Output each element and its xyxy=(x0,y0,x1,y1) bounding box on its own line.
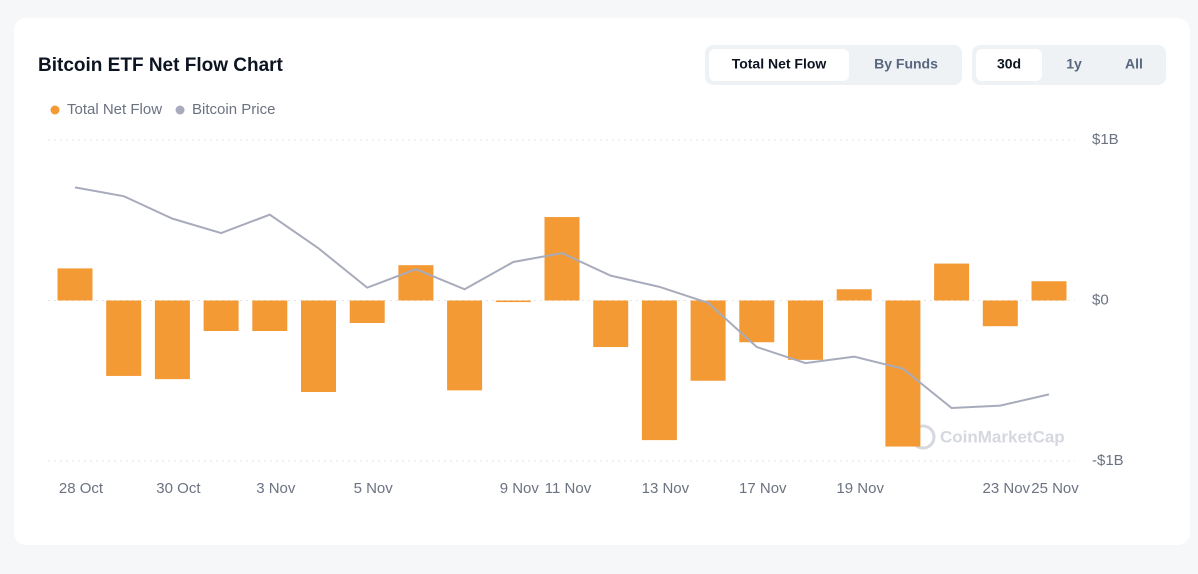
bar xyxy=(447,300,483,391)
x-tick-label: 28 Oct xyxy=(59,480,104,497)
x-tick-label: 25 Nov xyxy=(1031,480,1079,497)
price-line xyxy=(74,186,1050,410)
view-tab[interactable]: By Funds xyxy=(874,56,938,72)
x-tick-label: 23 Nov xyxy=(983,480,1031,497)
bar xyxy=(593,300,629,348)
bar xyxy=(57,268,93,301)
legend-label: Total Net Flow xyxy=(67,101,162,118)
y-tick-label: -$1B xyxy=(1092,452,1124,469)
range-tab[interactable]: All xyxy=(1125,56,1143,72)
chart-title: Bitcoin ETF Net Flow Chart xyxy=(38,55,284,76)
bar xyxy=(252,300,288,331)
bar xyxy=(788,300,823,360)
x-tick-label: 11 Nov xyxy=(545,480,592,497)
view-active-bg xyxy=(709,49,849,81)
legend-label: Bitcoin Price xyxy=(192,101,275,118)
bar xyxy=(934,263,970,301)
range-active-bg xyxy=(976,49,1042,81)
x-tick-label: 17 Nov xyxy=(739,480,787,497)
y-tick-label: $0 xyxy=(1092,291,1109,308)
x-tick-label: 30 Oct xyxy=(156,480,201,497)
bar xyxy=(885,300,921,447)
range-tab[interactable]: 30d xyxy=(997,56,1021,72)
card xyxy=(14,18,1190,545)
bar xyxy=(982,300,1018,327)
x-tick-label: 3 Nov xyxy=(256,480,296,497)
watermark: CoinMarketCap xyxy=(940,427,1065,446)
bar xyxy=(690,300,726,381)
x-tick-label: 9 Nov xyxy=(500,480,540,497)
bar xyxy=(641,300,677,441)
x-tick-label: 5 Nov xyxy=(354,480,394,497)
bar xyxy=(1031,281,1067,301)
bar xyxy=(836,289,872,301)
x-tick-label: 13 Nov xyxy=(642,480,690,497)
range-tab[interactable]: 1y xyxy=(1066,56,1082,72)
bar xyxy=(349,300,385,323)
bar xyxy=(154,300,190,380)
x-tick-label: 19 Nov xyxy=(836,480,884,497)
legend-dot xyxy=(175,105,185,115)
y-tick-label: $1B xyxy=(1092,131,1119,148)
bar xyxy=(495,300,531,303)
view-tab[interactable]: Total Net Flow xyxy=(732,56,827,72)
bar xyxy=(106,300,142,376)
bar xyxy=(398,265,434,301)
legend-dot xyxy=(50,105,60,115)
bar xyxy=(301,300,336,392)
bar xyxy=(203,300,239,331)
